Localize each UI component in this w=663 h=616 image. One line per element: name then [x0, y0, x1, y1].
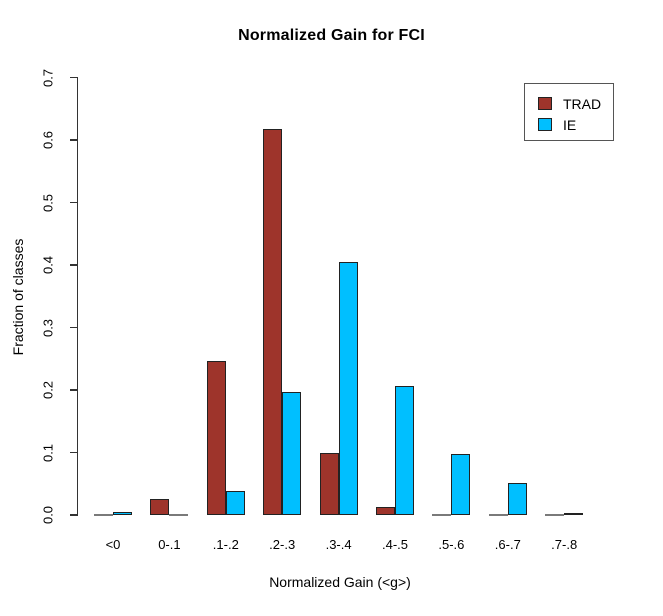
- y-axis-line: [77, 77, 79, 515]
- y-tick-label: 0.2: [40, 380, 56, 400]
- bar-trad-3: [263, 129, 283, 515]
- x-category-label: .6-.7: [494, 537, 521, 552]
- y-tick: [70, 201, 78, 204]
- y-axis-label: Fraction of classes: [10, 238, 26, 356]
- y-tick: [70, 76, 78, 79]
- y-tick-label: 0.0: [40, 505, 56, 525]
- x-category-label: .5-.6: [438, 537, 465, 552]
- x-category-label: 0-.1: [158, 537, 181, 552]
- ie-color-swatch-icon: [538, 118, 552, 131]
- y-tick-label: 0.4: [40, 255, 56, 275]
- bar-ie-8: [564, 513, 584, 515]
- chart-title: Normalized Gain for FCI: [238, 27, 425, 44]
- bar-ie-4: [338, 262, 358, 515]
- bar-ie-7: [507, 483, 527, 515]
- x-category-label: .7-.8: [551, 537, 578, 552]
- x-category-label: .2-.3: [269, 537, 296, 552]
- x-category-label: .4-.5: [381, 537, 409, 552]
- x-axis-label: Normalized Gain (<g>): [269, 574, 411, 590]
- bar-trad-6: [432, 514, 452, 516]
- legend-label-ie: IE: [563, 116, 577, 133]
- y-tick: [70, 514, 78, 516]
- y-tick: [70, 264, 78, 266]
- bar-trad-1: [150, 499, 170, 515]
- y-tick-label: 0.6: [40, 130, 56, 150]
- legend-label-trad: TRAD: [563, 95, 602, 112]
- bar-trad-7: [488, 514, 508, 516]
- legend-row-ie: IE: [525, 114, 613, 135]
- bar-ie-2: [225, 491, 245, 515]
- y-tick: [70, 451, 78, 454]
- bar-ie-1: [169, 514, 189, 516]
- y-tick: [70, 139, 78, 141]
- y-tick: [70, 326, 78, 329]
- y-tick-label: 0.3: [40, 318, 56, 337]
- bar-trad-4: [319, 453, 339, 515]
- bar-trad-5: [376, 507, 395, 515]
- y-tick-label: 0.7: [40, 68, 56, 87]
- bar-ie-6: [451, 454, 471, 515]
- bar-trad-0: [94, 514, 113, 516]
- bar-trad-8: [545, 514, 565, 516]
- x-category-label: .3-.4: [325, 537, 352, 552]
- legend: TRAD IE: [524, 83, 614, 141]
- x-category-label: <0: [105, 537, 121, 552]
- bar-ie-5: [395, 386, 414, 515]
- bar-ie-0: [113, 512, 132, 515]
- x-category-label: .1-.2: [212, 537, 239, 552]
- legend-row-trad: TRAD: [525, 93, 613, 114]
- trad-color-swatch-icon: [538, 97, 552, 110]
- bar-ie-3: [282, 392, 302, 515]
- bar-trad-2: [206, 361, 226, 515]
- y-tick: [70, 389, 78, 391]
- y-tick-label: 0.1: [40, 443, 56, 462]
- y-tick-label: 0.5: [40, 193, 56, 212]
